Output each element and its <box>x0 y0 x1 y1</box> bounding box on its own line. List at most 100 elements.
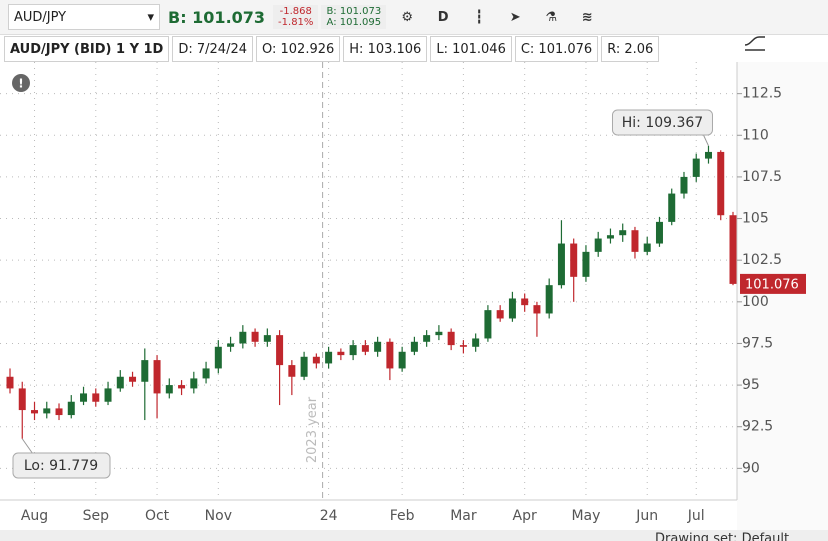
alert-icon[interactable] <box>12 74 30 92</box>
candle-body <box>312 356 320 364</box>
x-tick-label: Sep <box>83 508 110 524</box>
candle-body <box>165 385 173 394</box>
dropdown: ▾ <box>147 9 154 25</box>
last-price-label: 101.076 <box>745 277 799 292</box>
candle-body <box>459 345 467 347</box>
candle-body <box>55 408 63 416</box>
y-tick-label: 107.5 <box>742 169 782 185</box>
candle-body <box>582 251 590 277</box>
hi-label: Hi: 109.367 <box>622 115 703 131</box>
candle-body <box>263 335 271 342</box>
lo-box <box>12 452 111 479</box>
symbol-box[interactable]: AUD/JPY ▾ <box>8 4 160 30</box>
candle-body <box>92 393 100 402</box>
y-tick-label: 90 <box>742 460 760 476</box>
x-tick-label: Oct <box>145 508 170 524</box>
info-close: C: 101.076 <box>514 36 599 62</box>
candle-body <box>423 335 431 342</box>
x-tick-label: Aug <box>21 508 48 524</box>
candle-body <box>239 331 247 344</box>
year-marker: 2023 year <box>305 396 320 463</box>
y-tick-label: 92.5 <box>742 419 773 435</box>
lo-label: Lo: 91.779 <box>24 458 98 474</box>
candle-body <box>386 341 394 369</box>
candle-body <box>153 360 161 394</box>
chart-style-icon[interactable]: ┇ <box>475 9 484 25</box>
candle-body <box>398 351 406 369</box>
y-tick-label: 112.5 <box>742 86 782 102</box>
candle-body <box>680 176 688 194</box>
change-pct: -1.81% <box>278 17 314 28</box>
candle-body <box>643 243 651 252</box>
last-price-box <box>740 273 806 294</box>
toolbar: AUD/JPY ▾ B: 101.073 -1.868 -1.81% B: 101.… <box>0 0 828 35</box>
candle-body <box>692 158 700 177</box>
symbol: AUD/JPY <box>14 9 67 25</box>
candle-body <box>178 385 186 389</box>
candle-body <box>300 356 308 377</box>
candle-body <box>337 351 345 356</box>
candle-body <box>631 230 639 252</box>
candle-body <box>18 388 26 411</box>
y-tick-label: 97.5 <box>742 335 773 351</box>
x-tick-label: May <box>571 508 600 524</box>
candle-body <box>361 345 369 352</box>
candle-body <box>6 376 14 389</box>
candle-body <box>104 388 112 402</box>
candle-body <box>43 408 51 414</box>
candle-body <box>496 310 504 319</box>
candle-body <box>116 376 124 389</box>
quote-box: B: 101.073 A: 101.095 <box>321 5 387 29</box>
candle-body <box>31 410 39 414</box>
candle-body <box>533 305 541 314</box>
info-high: H: 103.106 <box>343 36 428 62</box>
candle-body <box>508 298 516 319</box>
hi-leader <box>703 134 709 147</box>
candle-body <box>214 346 222 369</box>
candle-body <box>325 351 333 364</box>
x-tick-label: Feb <box>390 508 415 524</box>
study-icon[interactable] <box>744 36 765 51</box>
ask-small: A: 101.095 <box>326 17 382 28</box>
y-tick-label: 100 <box>742 294 769 310</box>
candle-body <box>557 243 565 286</box>
candle-body <box>729 215 737 284</box>
alert-mark: ! <box>18 77 23 91</box>
candle-body <box>435 331 443 336</box>
info-low: L: 101.046 <box>430 36 512 62</box>
candle-body <box>190 378 198 389</box>
y-tick-label: 95 <box>742 377 760 393</box>
candle-body <box>227 343 235 347</box>
candle-body <box>251 331 259 342</box>
candle-body <box>67 401 75 416</box>
settings-icon[interactable]: ⚙ <box>401 9 414 25</box>
candle-body <box>141 360 149 382</box>
change: -1.868 <box>279 6 312 17</box>
cursor-icon[interactable]: ➤ <box>509 9 521 25</box>
y-tick-label: 105 <box>742 211 769 227</box>
y-tick-label: 110 <box>742 127 769 143</box>
footer-strip <box>0 530 828 541</box>
drawings-icon[interactable]: ≋ <box>581 9 593 25</box>
candle-body <box>570 243 578 277</box>
studies-icon[interactable]: ⚗ <box>545 9 558 25</box>
y-tick-label: 102.5 <box>742 252 782 268</box>
candle-body <box>484 310 492 339</box>
x-tick-label: 24 <box>320 508 338 524</box>
candle-body <box>521 298 529 306</box>
candle-body <box>655 221 663 244</box>
chart-spec: AUD/JPY (BID) 1 Y 1D <box>4 36 170 62</box>
info-date: D: 7/24/24 <box>172 36 253 62</box>
candle-body <box>668 193 676 222</box>
candle-body <box>202 368 210 379</box>
candle-body <box>129 376 137 382</box>
candle-body <box>472 338 480 347</box>
candle-body <box>447 331 455 346</box>
candle-body <box>276 335 284 366</box>
aggregation[interactable]: D <box>437 9 449 25</box>
candle-body <box>704 151 712 159</box>
candle-body <box>619 230 627 236</box>
drawing-set: Drawing set: Default <box>655 532 789 541</box>
